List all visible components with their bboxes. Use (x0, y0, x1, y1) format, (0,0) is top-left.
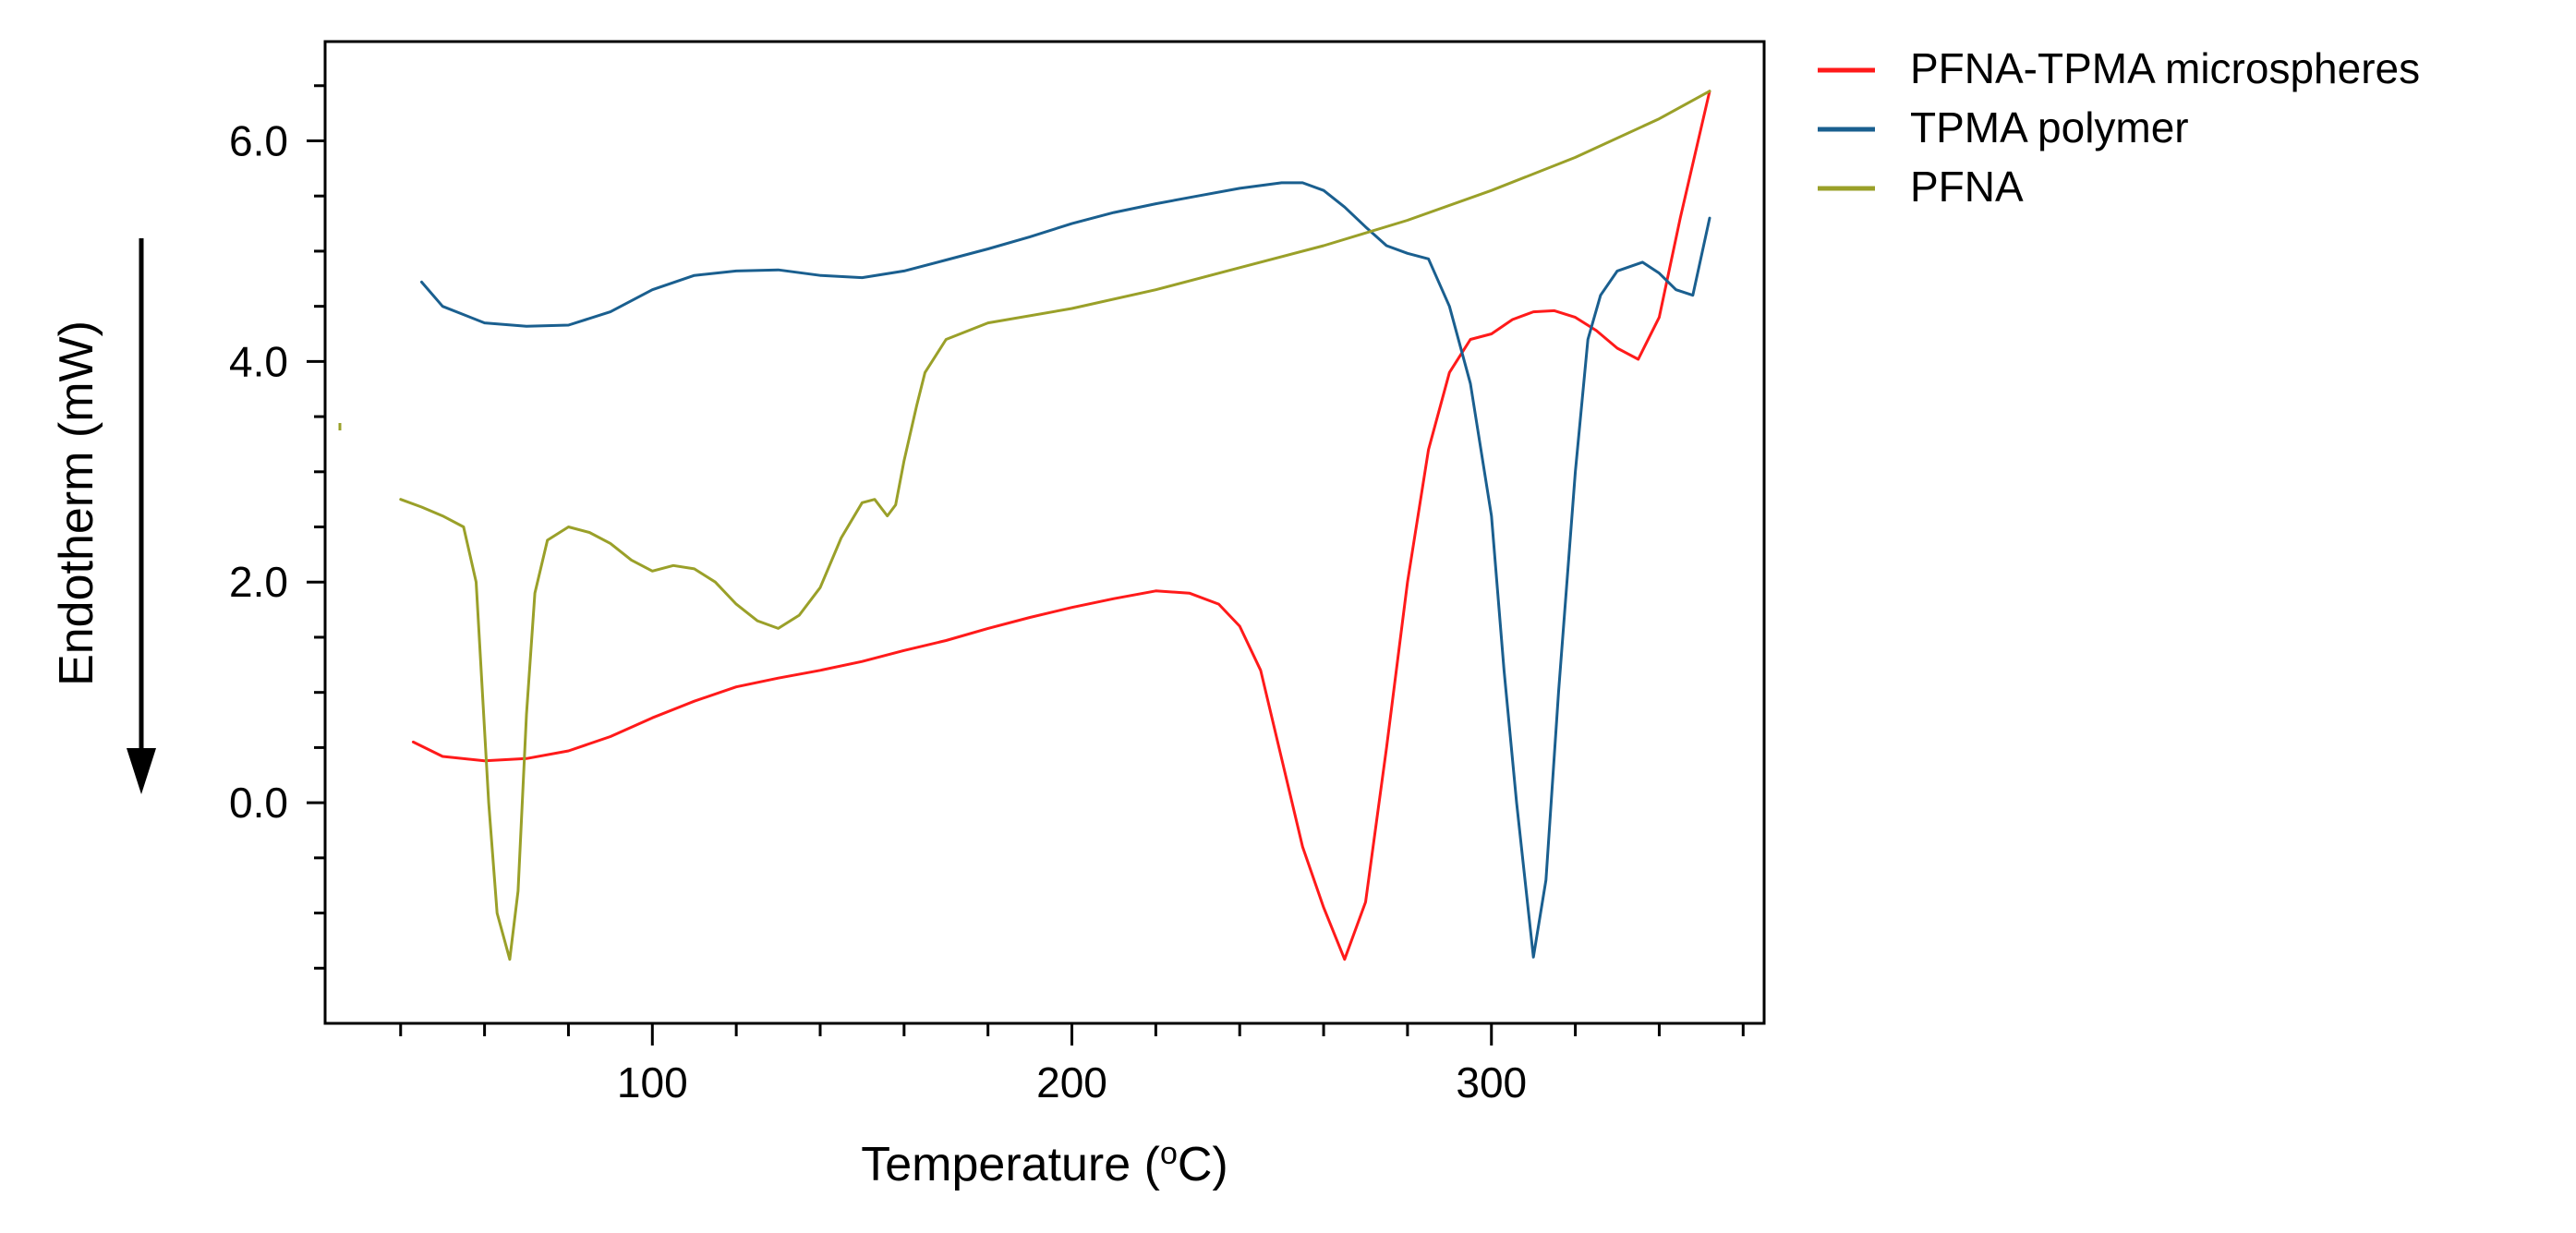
series-line-pfna (399, 90, 1711, 961)
x-tick-label: 300 (1456, 1058, 1527, 1106)
y-tick-label: 2.0 (229, 558, 288, 606)
y-axis-ticks: 0.0 2.0 4.0 6.0 (229, 116, 325, 827)
plot-frame (323, 40, 1766, 1025)
legend-label-pfna: PFNA (1910, 163, 2024, 211)
y-tick-label: 0.0 (229, 779, 288, 827)
endotherm-arrow (127, 238, 156, 794)
x-axis-title: Temperature (oC) (861, 1136, 1228, 1191)
series-line-pfna-tpma-microspheres (411, 90, 1711, 961)
x-minor-ticks (399, 1023, 1745, 1036)
legend: PFNA-TPMA microspheres TPMA polymer PFNA (1818, 44, 2420, 211)
y-tick-label: 4.0 (229, 337, 288, 385)
legend-label-pfna-tpma-microspheres: PFNA-TPMA microspheres (1910, 44, 2420, 92)
x-tick-label: 100 (617, 1058, 688, 1106)
series-layer (399, 90, 1711, 961)
y-axis-title: Endotherm (mW) (50, 320, 103, 686)
legend-label-tpma-polymer: TPMA polymer (1910, 103, 2189, 151)
y-minor-ticks (314, 84, 325, 970)
x-axis-title-superscript: o (1160, 1136, 1178, 1171)
x-axis-ticks: 100 200 300 (617, 1023, 1527, 1106)
y-tick-label: 6.0 (229, 116, 288, 164)
series-line-tpma-polymer (420, 181, 1711, 959)
x-tick-label: 200 (1036, 1058, 1107, 1106)
